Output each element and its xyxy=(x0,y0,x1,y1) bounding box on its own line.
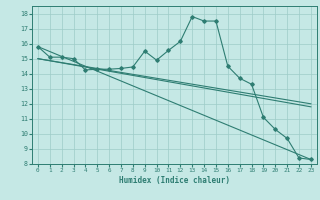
X-axis label: Humidex (Indice chaleur): Humidex (Indice chaleur) xyxy=(119,176,230,185)
